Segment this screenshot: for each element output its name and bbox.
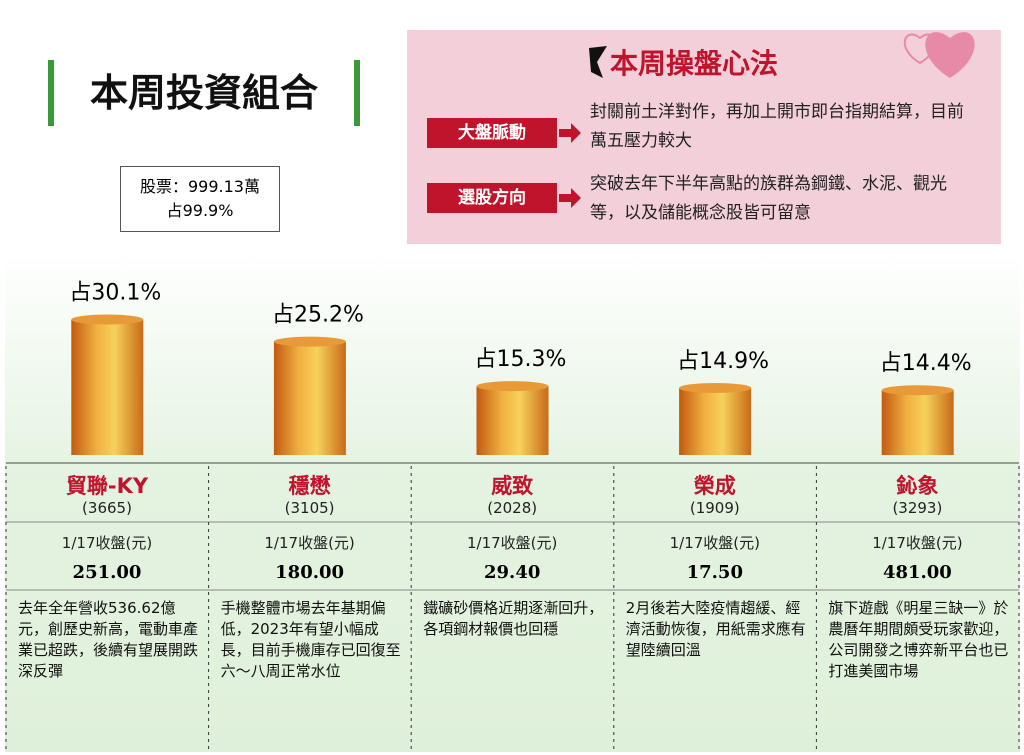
value-label: 占30.1% <box>69 281 161 306</box>
price: 29.40 <box>484 562 541 583</box>
price: 481.00 <box>882 562 952 583</box>
value-label: 占15.3% <box>475 347 567 372</box>
value-label: 占25.2% <box>272 303 364 328</box>
stock-name: 威致 <box>491 474 534 498</box>
stock-code: (3293) <box>892 499 943 517</box>
value-label: 占14.4% <box>880 351 972 376</box>
strategy-label: 選股方向 <box>427 183 557 213</box>
price-label: 1/17收盤(元) <box>872 534 963 552</box>
icon <box>589 46 607 78</box>
bar-body <box>679 387 752 455</box>
strategy-text: 封關前土洋對作，再加上開市即台指期結算，目前萬五壓力較大 <box>590 102 964 151</box>
chart-background <box>5 252 1020 752</box>
strategy-title: 本周操盤心法 <box>610 47 779 80</box>
stock-name: 鈊象 <box>896 474 939 498</box>
stock-code: (3665) <box>82 499 132 517</box>
stock-name: 榮成 <box>693 474 736 498</box>
stock-name: 貿聯-KY <box>65 474 149 498</box>
stock-code: (2028) <box>487 499 538 517</box>
stock-name: 穩懋 <box>288 474 331 498</box>
bar-top <box>476 381 549 392</box>
holding-line: 股票：999.13萬 <box>140 177 260 196</box>
note: 2月後若大陸疫情趨緩、經濟活動恢復，用紙需求應有望陸續回溫 <box>625 599 806 659</box>
price-label: 1/17收盤(元) <box>669 534 760 552</box>
bar <box>476 381 549 455</box>
bar <box>273 336 346 455</box>
note: 手機整體市場去年基期偏低，2023年有望小幅成長，目前手機庫存已回復至六～八周正… <box>220 599 401 680</box>
bar-body <box>881 390 954 455</box>
note: 去年全年營收536.62億元，創歷史新高，電動車產業已超跌，後續有望展開跌深反彈 <box>18 599 199 680</box>
bar-body <box>273 341 346 455</box>
hearts <box>903 32 975 78</box>
bar <box>881 385 954 455</box>
title: 本周投資組合 <box>48 60 360 126</box>
bar-top <box>273 336 346 347</box>
value-label: 占14.9% <box>677 349 769 374</box>
bar-body <box>476 386 549 455</box>
bar-top <box>881 385 954 396</box>
stock-code: (3105) <box>284 499 335 517</box>
bar-top <box>679 382 752 393</box>
arrows <box>559 123 581 208</box>
price-label: 1/17收盤(元) <box>61 534 153 552</box>
note: 旗下遊戲《明星三缺一》於農曆年期間頗受玩家歡迎，公司開發之博弈新平台也已打進美國… <box>828 599 1009 680</box>
bar-top <box>71 314 144 325</box>
price-label: 1/17收盤(元) <box>466 534 558 552</box>
price-label: 1/17收盤(元) <box>264 534 355 552</box>
holding-box: 股票：999.13萬 占99.9% <box>120 166 280 232</box>
bar <box>71 314 144 455</box>
price: 251.00 <box>72 562 142 583</box>
price: 17.50 <box>686 562 743 583</box>
stock-code: (1909) <box>689 499 740 517</box>
bar <box>679 382 752 455</box>
note: 鐵礦砂價格近期逐漸回升，各項鋼材報價也回穩 <box>423 599 604 638</box>
bar-body <box>71 319 144 455</box>
strategy-label: 大盤脈動 <box>427 118 557 148</box>
strategy-text: 突破去年下半年高點的族群為鋼鐵、水泥、觀光等，以及儲能概念股皆可留意 <box>590 174 947 223</box>
holding-line: 占99.9% <box>166 201 234 220</box>
price: 180.00 <box>275 562 345 583</box>
